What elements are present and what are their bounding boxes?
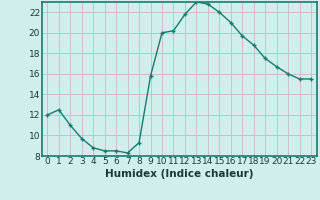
X-axis label: Humidex (Indice chaleur): Humidex (Indice chaleur) [105, 169, 253, 179]
